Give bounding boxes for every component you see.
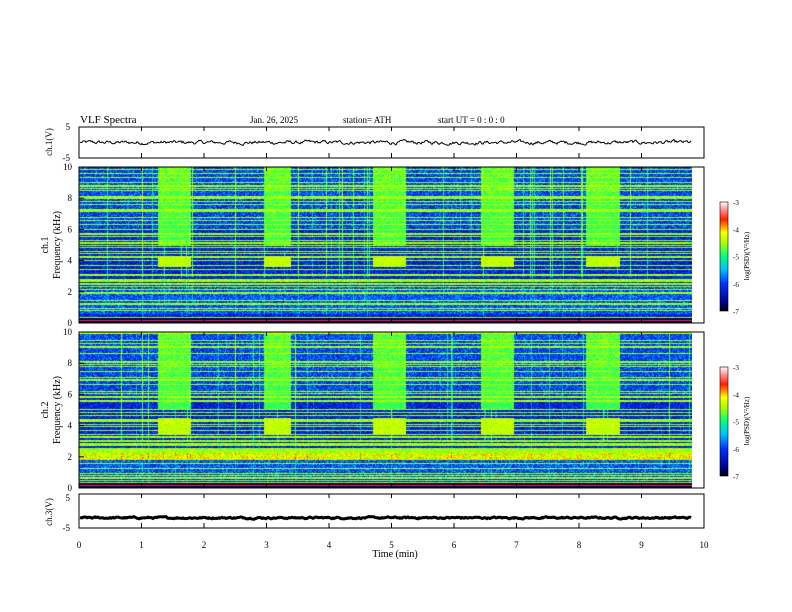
ch1-colorbar-scale: [719, 201, 729, 312]
ch1-spec-ytick-label: 2: [68, 287, 73, 297]
ch1-trace-line: [79, 138, 692, 146]
ch2-spec-ytick-label: 8: [68, 358, 73, 368]
ch3-trace-panel: 5 -5 ch.3(V): [44, 493, 705, 533]
figure-title: VLF Spectra: [80, 114, 137, 126]
x-tick-label: 8: [577, 540, 582, 550]
ch1-spec-ytick-label: 10: [63, 162, 73, 172]
colorbar-tick-label: -5: [733, 254, 739, 262]
ch1-spec-ytick-label: 4: [68, 256, 73, 266]
ch2-spec-ytick-label: 10: [63, 327, 73, 337]
x-tick-label: 0: [77, 540, 82, 550]
x-axis-label: Time (min): [372, 549, 417, 560]
ch1-spec-ytick-label: 0: [68, 318, 73, 328]
ch1-spec-ylabel-channel: ch.1: [40, 237, 51, 254]
ch1-spectrogram-image: [79, 167, 692, 323]
ch2-colorbar: -3 -4 -5 -6 -7 log(PSD)(V²/Hz): [719, 364, 751, 481]
ch1-ytick-top: 5: [66, 122, 71, 132]
ch2-spectrogram-panel: 10 8 6 4 2 0 ch.2 Frequency (kHz): [40, 327, 705, 493]
colorbar-tick-label: -5: [733, 419, 739, 427]
x-tick-label: 7: [514, 540, 519, 550]
ch3-trace-line: [79, 514, 692, 521]
ch2-spectrogram-image-wrap: [79, 332, 692, 488]
ch3-ytick-bottom: -5: [63, 523, 71, 533]
ch1-ytick-bottom: -5: [63, 153, 71, 163]
x-tick-label: 6: [452, 540, 457, 550]
ch1-spec-ylabel-frequency: Frequency (kHz): [52, 211, 63, 279]
ch1-ylabel: ch.1(V): [44, 128, 54, 156]
ch2-spec-ytick-label: 0: [68, 483, 73, 493]
x-tick-label: 3: [264, 540, 269, 550]
ch3-trace-frame: [78, 493, 705, 529]
x-tick-label: 4: [327, 540, 332, 550]
ch2-spectrogram-image: [79, 332, 692, 488]
x-axis-ticks: 0 1 2 3 4 5 6 7 8 9 10: [77, 127, 709, 550]
colorbar-tick-label: -7: [733, 308, 739, 316]
ch3-ylabel: ch.3(V): [44, 498, 54, 526]
ch2-spec-ytick-label: 4: [68, 421, 73, 431]
ch3-ytick-top: 5: [66, 493, 71, 503]
x-tick-label: 5: [389, 540, 394, 550]
ch1-trace-panel: 5 -5 ch.1(V): [44, 122, 705, 163]
ch2-colorbar-label: log(PSD)(V²/Hz): [743, 396, 751, 445]
colorbar-tick-label: -3: [733, 199, 739, 207]
x-tick-label: 9: [639, 540, 644, 550]
x-tick-label: 2: [202, 540, 207, 550]
ch2-colorbar-scale: [719, 366, 729, 477]
x-tick-label: 1: [139, 540, 144, 550]
ch1-spectrogram-panel: 10 8 6 4 2 0 ch.1 Frequency (kHz): [40, 162, 705, 328]
ch1-colorbar: -3 -4 -5 -6 -7 log(PSD)(V²/Hz): [719, 199, 751, 316]
ch2-spec-ytick-label: 2: [68, 452, 73, 462]
colorbar-tick-label: -4: [733, 226, 739, 234]
colorbar-tick-label: -4: [733, 391, 739, 399]
ch1-spec-ytick-label: 8: [68, 193, 73, 203]
colorbar-tick-label: -3: [733, 364, 739, 372]
date-label: Jan. 26, 2025: [250, 115, 298, 125]
colorbar-tick-label: -7: [733, 473, 739, 481]
start-time-label: start UT = 0 : 0 : 0: [438, 115, 505, 125]
colorbar-tick-label: -6: [733, 446, 739, 454]
ch2-spec-ytick-label: 6: [68, 389, 73, 399]
ch2-spec-ylabel-frequency: Frequency (kHz): [52, 376, 63, 444]
ch1-spectrogram-image-wrap: [79, 167, 692, 323]
x-tick-label: 10: [700, 540, 710, 550]
station-label: station= ATH: [343, 115, 392, 125]
ch1-colorbar-label: log(PSD)(V²/Hz): [743, 231, 751, 280]
colorbar-tick-label: -6: [733, 281, 739, 289]
ch2-spec-ylabel-channel: ch.2: [40, 402, 51, 419]
ch1-spec-ytick-label: 6: [68, 224, 73, 234]
